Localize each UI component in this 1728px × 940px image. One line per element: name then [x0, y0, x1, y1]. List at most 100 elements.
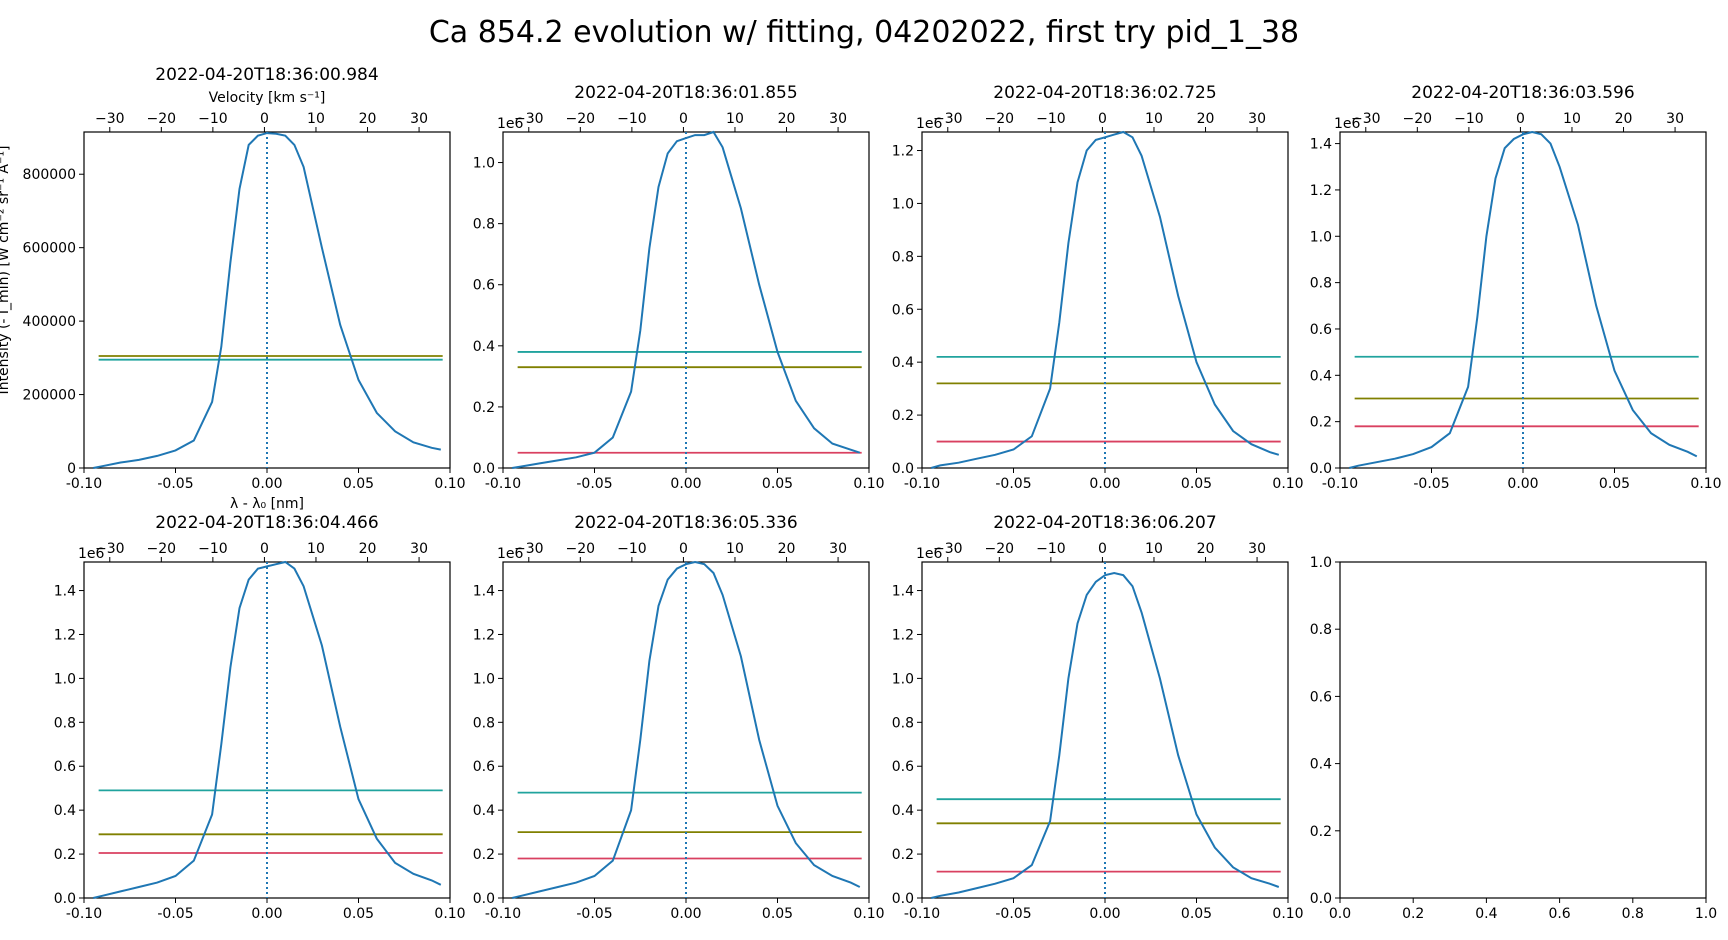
- y-tick-label: 0.8: [1310, 622, 1332, 638]
- x-tick-label: 0.00: [1507, 476, 1538, 492]
- top-x-tick-label: −30: [514, 541, 544, 557]
- top-x-tick-label: 10: [307, 541, 325, 557]
- top-x-tick-label: 30: [1248, 111, 1266, 127]
- panel-7: -0.10 -0.05 0.00 0.05 0.10 0.0 0.2 0.4 0.6 0.8 1.0…: [892, 513, 1304, 922]
- top-x-tick-label: −20: [566, 541, 596, 557]
- x-tick-label: -0.10: [66, 906, 102, 922]
- y-offset-label: 1e6: [1334, 116, 1361, 132]
- y-tick-label: 1.4: [54, 584, 76, 600]
- top-x-tick-label: 10: [1145, 111, 1163, 127]
- y-tick-label: 0.6: [473, 278, 495, 294]
- y-tick-label: 0.6: [54, 759, 76, 775]
- y-tick-label: 1.0: [473, 671, 495, 687]
- x-axis-label: λ - λ₀ [nm]: [230, 496, 304, 512]
- x-tick-label: 0.05: [762, 476, 793, 492]
- y-tick-label: 0.0: [892, 461, 914, 477]
- x-tick-label: -0.05: [157, 476, 193, 492]
- y-tick-label: 0.6: [473, 759, 495, 775]
- top-x-tick-label: 20: [1197, 111, 1215, 127]
- y-tick-label: 1.0: [892, 671, 914, 687]
- panel-title: 2022-04-20T18:36:00.984: [155, 65, 378, 85]
- x-tick-label: 0.10: [434, 476, 465, 492]
- top-x-tick-label: −10: [617, 111, 647, 127]
- top-x-tick-label: 30: [829, 111, 847, 127]
- x-tick-label: 0.00: [670, 906, 701, 922]
- x-tick-label: 0.00: [251, 906, 282, 922]
- x-tick-label: -0.05: [1413, 476, 1449, 492]
- y-tick-label: 0.2: [892, 847, 914, 863]
- x-tick-label: 0.0: [1329, 906, 1351, 922]
- top-x-tick-label: −30: [1351, 111, 1381, 127]
- top-x-tick-label: 0: [260, 541, 269, 557]
- panel-title: 2022-04-20T18:36:06.207: [993, 513, 1216, 533]
- x-tick-label: 0.10: [434, 906, 465, 922]
- top-x-tick-label: −10: [1454, 111, 1484, 127]
- y-tick-label: 0: [67, 461, 76, 477]
- y-offset-label: 1e6: [497, 116, 524, 132]
- top-x-tick-label: 0: [1098, 541, 1107, 557]
- profile-line: [1348, 130, 1698, 469]
- y-tick-label: 0.6: [892, 302, 914, 318]
- panel-title: 2022-04-20T18:36:04.466: [155, 513, 378, 533]
- y-tick-label: 200000: [23, 388, 76, 404]
- top-x-tick-label: −10: [1036, 541, 1066, 557]
- y-offset-label: 1e6: [916, 546, 943, 562]
- y-tick-label: 1.0: [892, 196, 914, 212]
- top-x-tick-label: 10: [726, 111, 744, 127]
- y-tick-label: 0.4: [892, 355, 914, 371]
- top-x-tick-label: 0: [1098, 111, 1107, 127]
- x-tick-label: 0.2: [1402, 906, 1424, 922]
- top-x-tick-label: 20: [359, 111, 377, 127]
- x-tick-label: -0.10: [904, 476, 940, 492]
- top-x-tick-label: 10: [726, 541, 744, 557]
- y-tick-label: 0.4: [473, 339, 495, 355]
- profile-line: [930, 130, 1280, 469]
- y-tick-label: 0.2: [1310, 824, 1332, 840]
- x-tick-label: 0.05: [1181, 906, 1212, 922]
- x-tick-label: -0.05: [995, 906, 1031, 922]
- x-tick-label: 0.00: [1089, 476, 1120, 492]
- figure-title: Ca 854.2 evolution w/ fitting, 04202022,…: [429, 15, 1299, 50]
- x-tick-label: -0.05: [995, 476, 1031, 492]
- top-x-tick-label: 30: [829, 541, 847, 557]
- top-x-tick-label: −20: [985, 541, 1015, 557]
- top-x-tick-label: 30: [1666, 111, 1684, 127]
- y-offset-label: 1e6: [78, 546, 105, 562]
- top-x-tick-label: −30: [933, 111, 963, 127]
- y-tick-label: 0.0: [892, 891, 914, 907]
- top-x-tick-label: −30: [95, 541, 125, 557]
- profile-line: [930, 571, 1280, 899]
- top-x-tick-label: −10: [198, 541, 228, 557]
- y-tick-label: 1.0: [1310, 229, 1332, 245]
- top-x-tick-label: 10: [1145, 541, 1163, 557]
- y-tick-label: 0.8: [892, 249, 914, 265]
- x-tick-label: 0.05: [762, 906, 793, 922]
- x-tick-label: 0.05: [1181, 476, 1212, 492]
- x-tick-label: -0.10: [485, 476, 521, 492]
- panel-5: -0.10 -0.05 0.00 0.05 0.10 0.0 0.2 0.4 0.6 0.8 1.0…: [54, 513, 466, 922]
- y-tick-label: 0.4: [1310, 757, 1332, 773]
- y-axis-label: Intensity (- I_min) [W cm⁻² sr⁻¹ Å⁻¹]: [0, 146, 12, 395]
- y-tick-label: 0.6: [1310, 322, 1332, 338]
- y-tick-label: 1.2: [892, 627, 914, 643]
- x-tick-label: 0.10: [853, 476, 884, 492]
- top-x-tick-label: 0: [679, 111, 688, 127]
- y-tick-label: 0.2: [54, 847, 76, 863]
- top-x-axis-label: Velocity [km s⁻¹]: [209, 90, 326, 106]
- y-offset-label: 1e6: [497, 546, 524, 562]
- y-tick-label: 0.0: [473, 891, 495, 907]
- y-tick-label: 1.0: [1310, 555, 1332, 571]
- y-tick-label: 0.4: [1310, 368, 1332, 384]
- top-x-tick-label: −10: [198, 111, 228, 127]
- x-tick-label: -0.10: [904, 906, 940, 922]
- profile-line: [511, 560, 861, 899]
- panel-6: -0.10 -0.05 0.00 0.05 0.10 0.0 0.2 0.4 0.6 0.8 1.0…: [473, 513, 885, 922]
- profile-line: [511, 130, 861, 469]
- top-x-tick-label: −10: [1036, 111, 1066, 127]
- x-tick-label: 0.05: [343, 906, 374, 922]
- profile-line: [93, 132, 441, 469]
- x-tick-label: 0.10: [853, 906, 884, 922]
- y-tick-label: 0.8: [892, 715, 914, 731]
